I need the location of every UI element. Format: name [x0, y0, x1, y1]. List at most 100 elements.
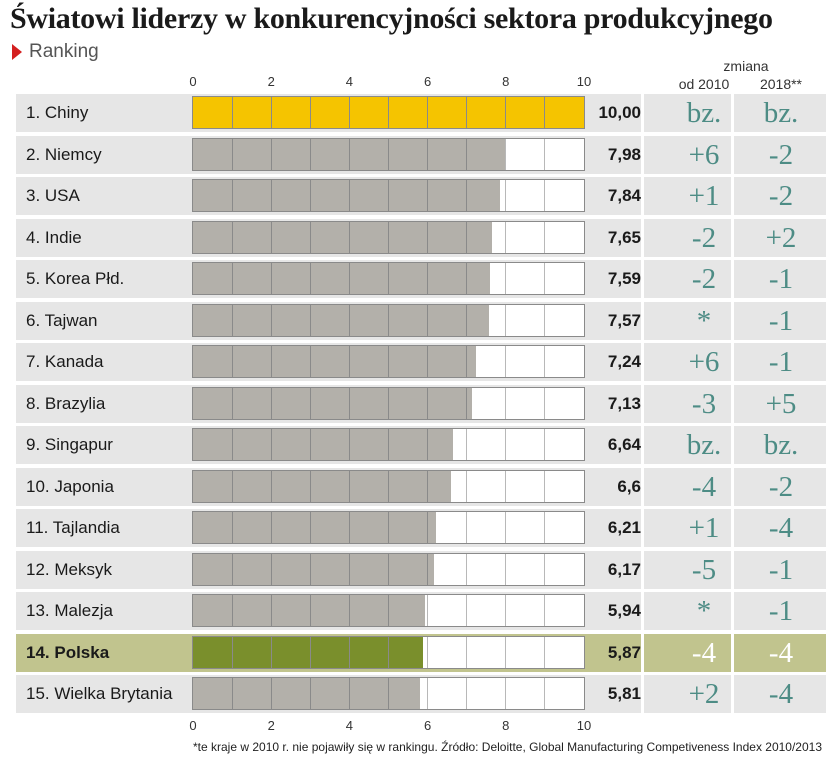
bar [193, 429, 453, 460]
bar-gridline [348, 222, 350, 253]
change-2018: -1 [768, 595, 794, 627]
bar-gridline [309, 595, 311, 626]
triangle-icon [12, 44, 22, 60]
x-tick-label-top: 2 [267, 74, 275, 89]
bar-track [192, 262, 585, 295]
chart-subtitle: Ranking [12, 40, 99, 64]
bar-gridline [466, 388, 468, 419]
bar-gridline [309, 637, 311, 668]
bar [193, 512, 436, 543]
bar [193, 554, 435, 585]
bar-track [192, 553, 585, 586]
bar-gridline [231, 222, 233, 253]
bar-track [192, 304, 585, 337]
bar-gridline [544, 97, 546, 128]
country-label: 1. Chiny [26, 103, 89, 122]
bar-track [192, 470, 585, 503]
x-tick-label-bottom: 6 [423, 718, 432, 733]
bar-gridline [309, 346, 311, 377]
bar-gridline [505, 637, 507, 668]
x-tick-label-top: 6 [423, 74, 432, 89]
country-label: 4. Indie [26, 228, 82, 247]
bar-gridline [231, 637, 233, 668]
bar-gridline [505, 554, 507, 585]
bar-gridline [270, 429, 272, 460]
bar-track [192, 594, 585, 627]
bar-track [192, 428, 585, 461]
bar-gridline [388, 554, 389, 585]
change-since-2010: -5 [691, 554, 717, 586]
bar-gridline [427, 471, 429, 502]
value-label: 10,00 [598, 103, 641, 122]
change-since-2010: +1 [688, 180, 720, 212]
change-2018: -1 [768, 554, 794, 586]
bar [193, 305, 489, 336]
bar-gridline [270, 180, 272, 211]
bar-gridline [309, 388, 311, 419]
change-since-2010: * [696, 305, 712, 337]
change-2018: +5 [765, 388, 797, 420]
bar-gridline [388, 637, 389, 668]
bar-gridline [348, 637, 350, 668]
change-since-2010: +6 [688, 139, 720, 171]
bar [193, 678, 421, 709]
country-label: 15. Wielka Brytania [26, 684, 173, 703]
bar-gridline [270, 512, 272, 543]
bar-gridline [544, 139, 546, 170]
bar-gridline [466, 637, 468, 668]
x-tick-label-bottom: 10 [576, 718, 592, 733]
change-since-2010: -4 [691, 637, 717, 669]
bar-gridline [309, 554, 311, 585]
value-label: 7,84 [607, 186, 641, 205]
value-label: 5,94 [607, 601, 641, 620]
x-tick-label-top: 10 [576, 74, 592, 89]
bar-gridline [466, 263, 468, 294]
country-label: 14. Polska [26, 643, 110, 662]
country-label: 9. Singapur [26, 435, 113, 454]
bar-gridline [388, 512, 389, 543]
bar-gridline [270, 139, 272, 170]
bar-gridline [231, 554, 233, 585]
change-since-2010: +1 [688, 512, 720, 544]
bar-gridline [388, 388, 389, 419]
change-since-2010: +6 [688, 346, 720, 378]
bar [193, 637, 423, 668]
change-2018: bz. [763, 97, 799, 129]
bar-gridline [348, 512, 350, 543]
value-label: 7,65 [607, 228, 641, 247]
bar-gridline [270, 637, 272, 668]
bar-gridline [388, 305, 389, 336]
ranking-row: 5. Korea Płd. 7,59 -2 -1 [16, 260, 826, 298]
bar-gridline [348, 595, 350, 626]
change-since-2010: -2 [691, 222, 717, 254]
bar-gridline [270, 346, 272, 377]
bar-gridline [270, 471, 272, 502]
country-label: 10. Japonia [26, 477, 114, 496]
bar-gridline [270, 97, 272, 128]
bar-gridline [466, 554, 468, 585]
bar-gridline [544, 346, 546, 377]
bar-gridline [427, 180, 429, 211]
bar [193, 471, 452, 502]
bar-gridline [348, 388, 350, 419]
bar-gridline [466, 678, 468, 709]
change-since-2010: * [696, 595, 712, 627]
country-label: 3. USA [26, 186, 80, 205]
bar-gridline [544, 471, 546, 502]
bar-gridline [544, 429, 546, 460]
bar-gridline [388, 180, 389, 211]
bar-gridline [309, 678, 311, 709]
ranking-row: 7. Kanada 7,24 +6 -1 [16, 343, 826, 381]
ranking-row: 2. Niemcy 7,98 +6 -2 [16, 136, 826, 174]
change-since-2010: -4 [691, 471, 717, 503]
bar-gridline [427, 554, 429, 585]
x-tick-label-bottom: 8 [502, 718, 510, 733]
bar-gridline [388, 678, 389, 709]
subtitle-text: Ranking [29, 41, 99, 62]
country-label: 12. Meksyk [26, 560, 112, 579]
bar-gridline [466, 512, 468, 543]
country-label: 11. Tajlandia [26, 518, 120, 537]
bar-gridline [309, 471, 311, 502]
bar-track [192, 511, 585, 544]
bar-gridline [427, 222, 429, 253]
